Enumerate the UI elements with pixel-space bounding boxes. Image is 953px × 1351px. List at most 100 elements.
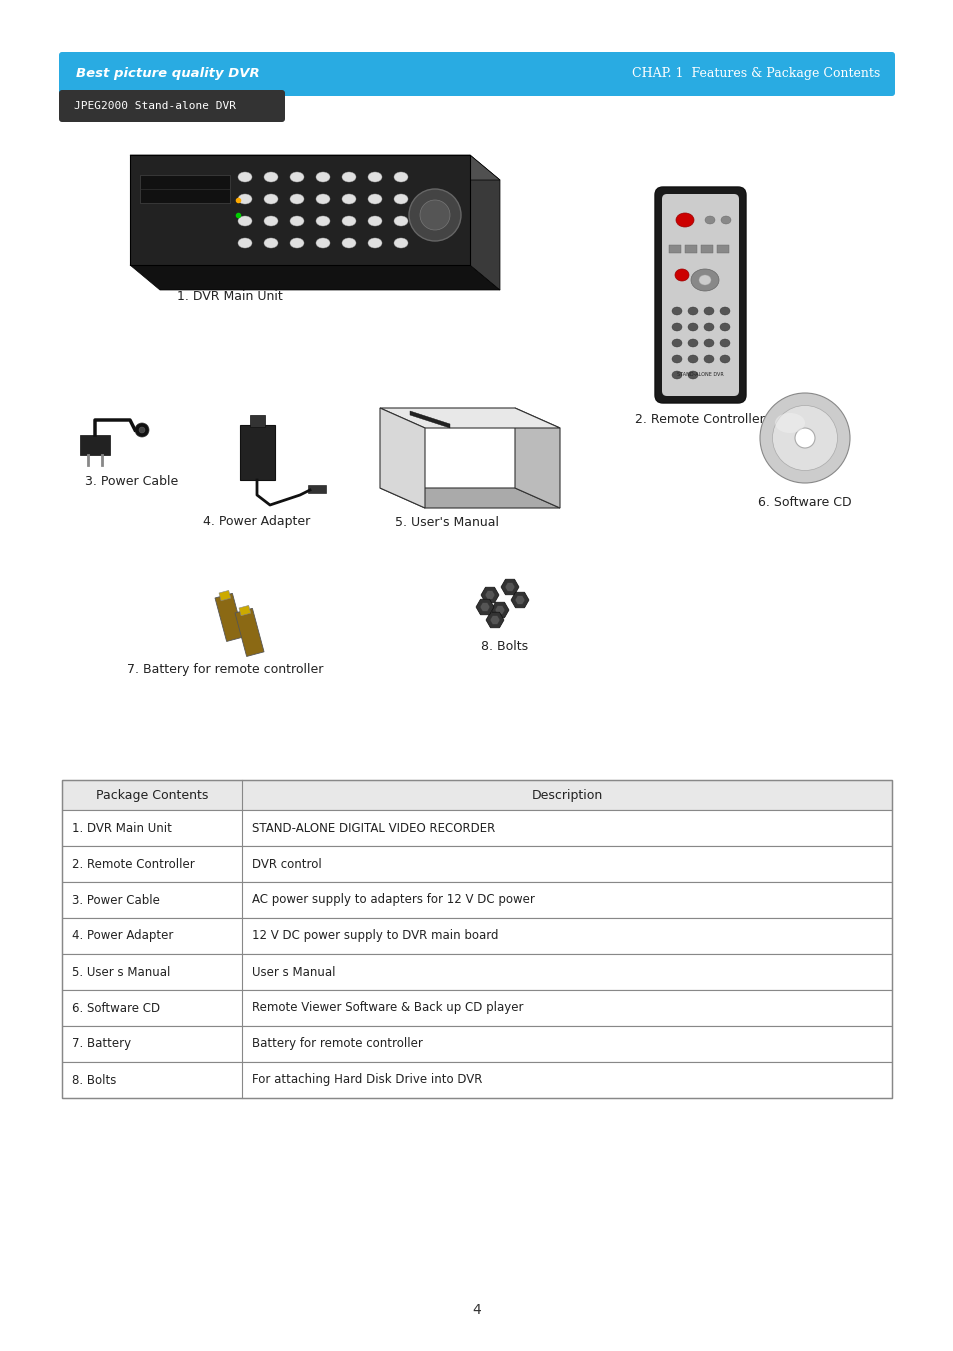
Text: 2. Remote Controller: 2. Remote Controller bbox=[635, 413, 764, 426]
Text: 4. Power Adapter: 4. Power Adapter bbox=[203, 515, 311, 528]
Ellipse shape bbox=[237, 238, 252, 249]
Bar bbox=[219, 590, 231, 601]
Ellipse shape bbox=[703, 323, 713, 331]
Ellipse shape bbox=[720, 216, 730, 224]
Ellipse shape bbox=[675, 269, 688, 281]
Bar bbox=[240, 426, 274, 480]
Ellipse shape bbox=[703, 339, 713, 347]
Polygon shape bbox=[484, 590, 495, 600]
Text: 4: 4 bbox=[472, 1302, 481, 1317]
Text: Best picture quality DVR: Best picture quality DVR bbox=[76, 68, 259, 81]
Polygon shape bbox=[485, 612, 503, 628]
Polygon shape bbox=[515, 596, 524, 604]
Bar bbox=[234, 608, 264, 657]
Ellipse shape bbox=[671, 372, 681, 380]
Ellipse shape bbox=[394, 172, 408, 182]
Ellipse shape bbox=[720, 323, 729, 331]
Bar bbox=[62, 990, 891, 1025]
FancyBboxPatch shape bbox=[661, 195, 739, 396]
Text: AC power supply to adapters for 12 V DC power: AC power supply to adapters for 12 V DC … bbox=[252, 893, 535, 907]
Ellipse shape bbox=[703, 307, 713, 315]
Polygon shape bbox=[500, 580, 518, 594]
Ellipse shape bbox=[687, 355, 698, 363]
Ellipse shape bbox=[341, 216, 355, 226]
Text: For attaching Hard Disk Drive into DVR: For attaching Hard Disk Drive into DVR bbox=[252, 1074, 482, 1086]
Ellipse shape bbox=[368, 216, 381, 226]
Ellipse shape bbox=[264, 216, 277, 226]
Ellipse shape bbox=[720, 307, 729, 315]
Ellipse shape bbox=[290, 195, 304, 204]
Polygon shape bbox=[490, 616, 499, 624]
Text: 6. Software CD: 6. Software CD bbox=[758, 496, 851, 509]
Text: 5. User's Manual: 5. User's Manual bbox=[395, 516, 498, 530]
Polygon shape bbox=[379, 408, 559, 428]
Text: CHAP. 1  Features & Package Contents: CHAP. 1 Features & Package Contents bbox=[631, 68, 879, 81]
Ellipse shape bbox=[394, 238, 408, 249]
Ellipse shape bbox=[774, 413, 804, 434]
Bar bbox=[214, 593, 244, 642]
Ellipse shape bbox=[315, 238, 330, 249]
Polygon shape bbox=[479, 603, 490, 612]
Text: DVR control: DVR control bbox=[252, 858, 321, 870]
Ellipse shape bbox=[135, 423, 149, 436]
Ellipse shape bbox=[794, 428, 814, 449]
Text: User s Manual: User s Manual bbox=[252, 966, 335, 978]
Ellipse shape bbox=[315, 216, 330, 226]
Ellipse shape bbox=[671, 339, 681, 347]
Ellipse shape bbox=[409, 189, 460, 240]
Text: 8. Bolts: 8. Bolts bbox=[71, 1074, 116, 1086]
Text: 4. Power Adapter: 4. Power Adapter bbox=[71, 929, 173, 943]
Bar bbox=[684, 245, 697, 253]
Polygon shape bbox=[491, 603, 509, 617]
Ellipse shape bbox=[720, 355, 729, 363]
Polygon shape bbox=[476, 600, 494, 615]
FancyBboxPatch shape bbox=[59, 91, 285, 122]
Ellipse shape bbox=[139, 427, 145, 434]
Bar bbox=[62, 1025, 891, 1062]
Ellipse shape bbox=[237, 216, 252, 226]
Ellipse shape bbox=[315, 195, 330, 204]
Ellipse shape bbox=[341, 195, 355, 204]
Ellipse shape bbox=[341, 172, 355, 182]
Ellipse shape bbox=[772, 405, 837, 470]
Ellipse shape bbox=[687, 307, 698, 315]
Bar bbox=[308, 485, 326, 493]
FancyBboxPatch shape bbox=[59, 51, 894, 96]
Text: 3. Power Cable: 3. Power Cable bbox=[85, 476, 178, 488]
Text: 1. DVR Main Unit: 1. DVR Main Unit bbox=[71, 821, 172, 835]
Bar bbox=[62, 917, 891, 954]
Ellipse shape bbox=[237, 195, 252, 204]
Ellipse shape bbox=[419, 200, 450, 230]
Ellipse shape bbox=[368, 238, 381, 249]
Polygon shape bbox=[130, 265, 499, 290]
Ellipse shape bbox=[341, 238, 355, 249]
Text: 8. Bolts: 8. Bolts bbox=[481, 640, 528, 653]
Bar bbox=[140, 176, 230, 203]
Ellipse shape bbox=[687, 323, 698, 331]
Text: 12 V DC power supply to DVR main board: 12 V DC power supply to DVR main board bbox=[252, 929, 498, 943]
Polygon shape bbox=[504, 582, 515, 592]
Ellipse shape bbox=[290, 216, 304, 226]
Text: 1. DVR Main Unit: 1. DVR Main Unit bbox=[177, 290, 283, 303]
Text: 6. Software CD: 6. Software CD bbox=[71, 1001, 160, 1015]
Text: 5. User s Manual: 5. User s Manual bbox=[71, 966, 171, 978]
Polygon shape bbox=[379, 408, 424, 508]
Bar bbox=[250, 415, 265, 427]
Bar bbox=[130, 155, 470, 265]
Bar bbox=[62, 882, 891, 917]
Ellipse shape bbox=[264, 195, 277, 204]
FancyBboxPatch shape bbox=[655, 186, 745, 403]
Text: Package Contents: Package Contents bbox=[95, 789, 208, 801]
Ellipse shape bbox=[671, 323, 681, 331]
Polygon shape bbox=[480, 588, 498, 603]
Ellipse shape bbox=[676, 213, 693, 227]
Polygon shape bbox=[495, 605, 504, 615]
Polygon shape bbox=[130, 155, 499, 180]
Ellipse shape bbox=[704, 216, 714, 224]
Text: 7. Battery for remote controller: 7. Battery for remote controller bbox=[127, 663, 323, 676]
Ellipse shape bbox=[687, 339, 698, 347]
Bar bbox=[239, 605, 251, 616]
Text: Description: Description bbox=[531, 789, 602, 801]
Ellipse shape bbox=[394, 216, 408, 226]
Text: STAND-ALONE DIGITAL VIDEO RECORDER: STAND-ALONE DIGITAL VIDEO RECORDER bbox=[252, 821, 495, 835]
